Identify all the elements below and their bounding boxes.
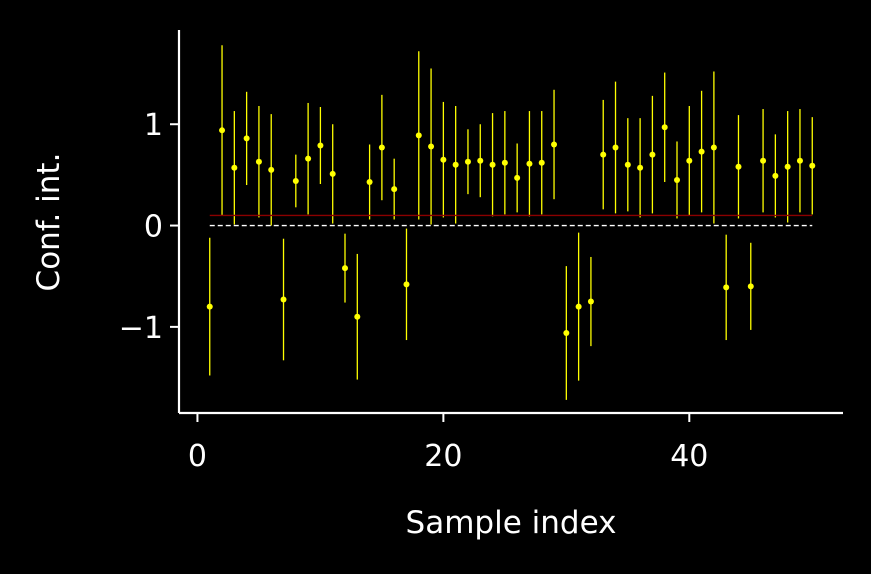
data-point (292, 177, 299, 184)
data-point (784, 163, 791, 170)
data-point (612, 144, 619, 151)
data-point (796, 157, 803, 164)
data-point (452, 161, 459, 168)
data-point (760, 157, 767, 164)
data-point (280, 296, 287, 303)
data-point (501, 159, 508, 166)
data-point (206, 303, 213, 310)
y-axis-label: Conf. int. (31, 153, 67, 292)
y-tick-label: −1 (119, 311, 163, 346)
data-point (268, 166, 275, 173)
error-bars (209, 45, 813, 400)
data-point (661, 124, 668, 131)
y-tick-label: 0 (144, 210, 163, 245)
data-point (674, 176, 680, 183)
data-point (489, 161, 496, 168)
data-point (464, 158, 471, 165)
data-point (686, 157, 693, 164)
data-point (575, 303, 582, 310)
data-point (563, 329, 570, 336)
data-point (477, 157, 484, 164)
data-point (747, 283, 754, 290)
data-point (342, 265, 348, 272)
data-point (649, 151, 656, 158)
data-point (329, 170, 336, 177)
data-point (538, 159, 545, 166)
x-tick-label: 0 (188, 439, 207, 474)
data-point (514, 174, 521, 181)
data-point (551, 141, 558, 148)
data-point (735, 163, 742, 170)
x-tick-label: 40 (670, 439, 708, 474)
x-tick-label: 20 (424, 439, 462, 474)
y-tick-label: 1 (144, 108, 163, 143)
data-point (415, 132, 422, 139)
data-point (219, 127, 226, 134)
data-point (587, 298, 594, 305)
data-point (354, 313, 361, 320)
data-point (366, 178, 373, 185)
data-point (624, 161, 631, 168)
data-point (243, 135, 250, 142)
data-point (526, 160, 533, 167)
data-point (378, 144, 385, 151)
data-point (440, 156, 447, 163)
data-point (698, 148, 705, 155)
data-point (809, 162, 816, 169)
data-point (231, 164, 238, 171)
data-point (637, 164, 644, 171)
data-point (723, 284, 730, 291)
data-point (428, 143, 435, 150)
y-axis-ticks: −1 0 1 (119, 108, 179, 346)
x-axis-label: Sample index (406, 505, 617, 541)
data-point (710, 144, 717, 151)
data-point (600, 151, 607, 158)
data-point (403, 281, 410, 288)
data-point (317, 142, 324, 149)
data-point (305, 155, 312, 162)
data-point (391, 186, 398, 193)
plot-area (206, 45, 816, 400)
data-points (206, 124, 816, 336)
x-axis-ticks: 0 20 40 (188, 413, 708, 474)
data-point (255, 158, 262, 165)
data-point (772, 172, 779, 179)
